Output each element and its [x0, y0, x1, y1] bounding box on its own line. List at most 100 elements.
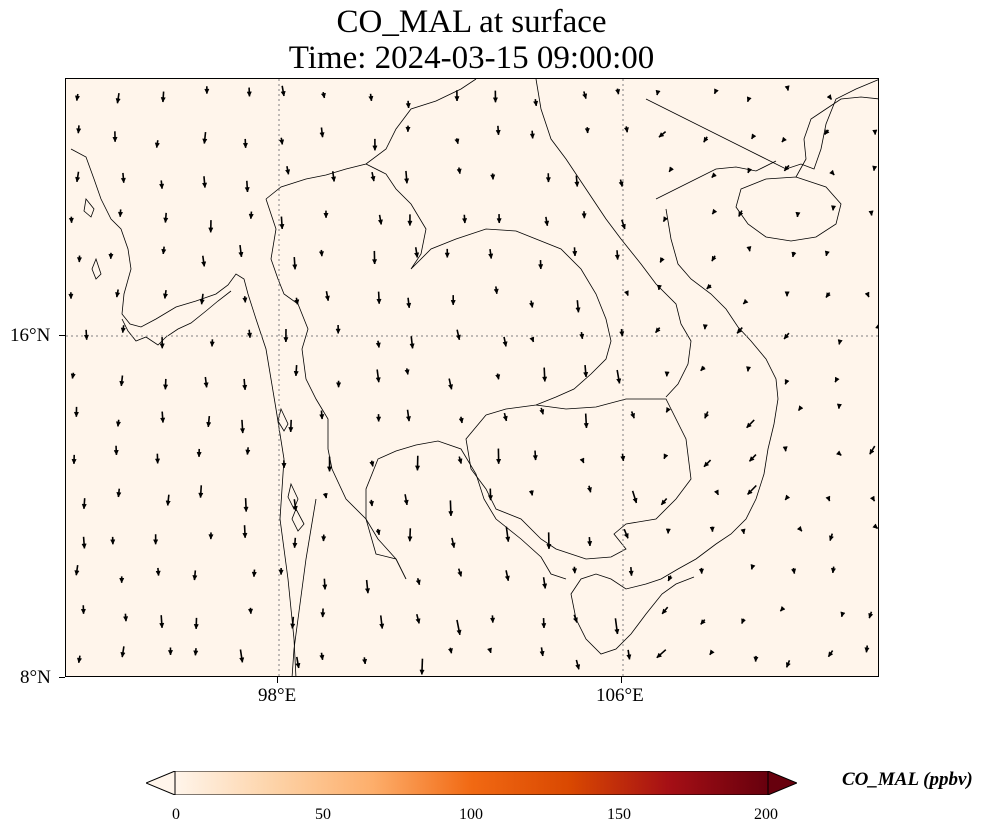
wind-arrow-head	[246, 91, 252, 97]
wind-arrow-head	[872, 523, 878, 529]
wind-arrow-head	[76, 657, 83, 664]
wind-arrow-head	[545, 177, 551, 183]
wind-arrow-head	[83, 334, 89, 341]
border-myanmar-thailand	[265, 198, 407, 580]
wind-arrow-head	[320, 612, 326, 618]
wind-arrow-head	[746, 366, 752, 372]
wind-arrow-head	[68, 217, 74, 224]
wind-arrow-head	[198, 492, 204, 499]
wind-arrow-head	[741, 618, 746, 625]
wind-arrow-head	[368, 95, 374, 102]
wind-arrow-head	[869, 448, 875, 455]
wind-arrow-head	[747, 489, 753, 495]
wind-arrow-head	[529, 336, 535, 343]
wind-arrow-head	[623, 127, 629, 133]
wind-arrow-head	[581, 213, 587, 219]
wind-arrow-head	[375, 529, 381, 536]
wind-arrow-head	[780, 605, 786, 612]
wind-arrow-head	[450, 300, 456, 306]
wind-arrow-head	[664, 371, 670, 377]
wind-arrow-head	[280, 90, 286, 97]
wind-arrow-head	[242, 384, 248, 391]
wind-arrow-head	[656, 284, 662, 291]
wind-arrow-head	[546, 544, 552, 550]
wind-arrow-head	[199, 299, 205, 305]
wind-arrow-head	[155, 570, 161, 577]
wind-arrow-head	[404, 369, 410, 375]
wind-arrow-head	[542, 583, 548, 590]
border-laos-thailand	[365, 163, 612, 416]
wind-arrow-head	[533, 100, 539, 107]
wind-arrow-head	[369, 461, 375, 467]
wind-arrow-head	[614, 628, 620, 635]
wind-arrow-head	[579, 333, 585, 340]
wind-arrow-head	[160, 97, 166, 103]
wind-arrow-head	[159, 183, 165, 190]
lon-label-106e: 106°E	[596, 685, 644, 706]
wind-arrow-head	[740, 528, 746, 535]
wind-arrow-head	[495, 374, 501, 380]
wind-arrow-head	[713, 489, 719, 496]
wind-arrow-head	[712, 208, 718, 215]
map-plot-area	[65, 78, 879, 677]
wind-arrow-head	[784, 85, 790, 92]
wind-arrow-head	[159, 622, 165, 629]
wind-arrow-head	[700, 365, 706, 372]
wind-arrow-head	[619, 331, 625, 337]
wind-arrow-head	[110, 539, 116, 545]
map-title-line-2: Time: 2024-03-15 09:00:00	[288, 40, 655, 76]
wind-arrow-head	[666, 406, 671, 413]
wind-arrow-head	[320, 92, 326, 99]
wind-arrow-head	[406, 302, 412, 309]
wind-arrow-head	[116, 492, 122, 498]
wind-vectors	[68, 85, 878, 676]
wind-arrow-head	[798, 405, 804, 412]
wind-arrow-head	[786, 662, 791, 668]
wind-arrow-head	[702, 324, 708, 330]
wind-arrow-head	[119, 578, 125, 584]
wind-arrow-head	[496, 218, 502, 224]
wind-arrow-head	[447, 648, 453, 654]
map-canvas	[66, 79, 878, 676]
wind-arrow-head	[193, 624, 199, 630]
wind-arrow-head	[868, 612, 874, 619]
wind-arrow-head	[461, 218, 468, 224]
wind-arrow-head	[539, 409, 545, 415]
wind-arrow-head	[875, 324, 878, 329]
wind-arrow-head	[746, 422, 752, 429]
wind-arrow-head	[830, 567, 837, 574]
wind-arrow-head	[372, 145, 378, 151]
wind-arrow-head	[159, 343, 165, 349]
wind-arrow-head	[76, 257, 83, 263]
wind-arrow-head	[746, 96, 752, 103]
wind-arrow-head	[281, 463, 287, 469]
wind-arrow-head	[319, 654, 325, 661]
wind-arrow-head	[582, 93, 588, 100]
wind-arrow-head	[544, 220, 550, 227]
wind-arrow-head	[336, 382, 342, 388]
colorbar-tick-100: 100	[459, 806, 483, 823]
island-hainan	[735, 176, 842, 242]
wind-arrow-head	[784, 291, 790, 297]
colorbar-tick-50: 50	[315, 806, 331, 823]
wind-arrow-head	[623, 532, 629, 539]
wind-arrow-head	[502, 415, 508, 422]
wind-arrow-head	[872, 165, 878, 172]
wind-arrow-head	[487, 647, 492, 654]
wind-arrow-head	[571, 568, 578, 574]
wind-arrow-head	[583, 371, 589, 378]
wind-arrow-head	[330, 176, 337, 183]
wind-arrow-head	[285, 169, 291, 175]
wind-arrow-head	[655, 89, 661, 96]
coastline-malay-east	[291, 498, 317, 676]
border-north	[265, 79, 477, 200]
wind-arrow-head	[738, 211, 744, 217]
wind-arrow-head	[248, 213, 254, 220]
wind-arrow-head	[407, 536, 413, 542]
graticule	[66, 79, 878, 676]
wind-arrow-head	[668, 166, 675, 173]
wind-arrow-head	[163, 384, 169, 390]
wind-arrow-head	[80, 608, 86, 615]
wind-arrow-head	[487, 495, 494, 501]
wind-arrow-head	[829, 535, 834, 542]
